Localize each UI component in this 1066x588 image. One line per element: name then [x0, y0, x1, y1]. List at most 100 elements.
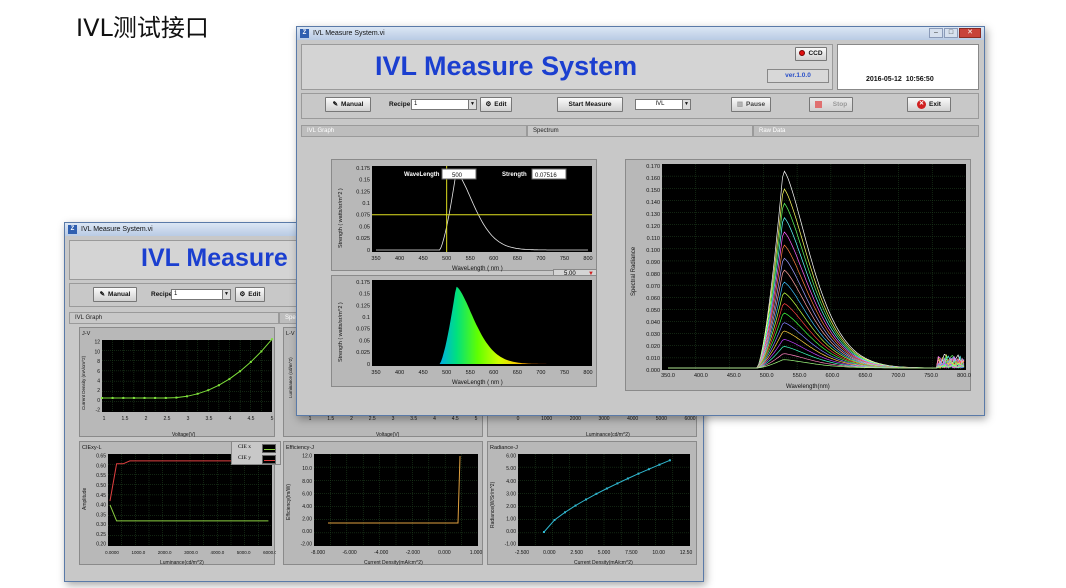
- radiance-j-xtick-label: 2.500: [570, 550, 583, 556]
- cie-ylabel: Amplitude: [82, 488, 88, 510]
- spectral-radiance-xticks: 350.0 400.0 450.0 500.0 550.0 600.0 650.0 700.0…: [661, 373, 971, 379]
- lv-xtick-label: 4.5: [452, 416, 459, 422]
- efficiency-xticks: -8.000 -6.000 -4.000 -2.000 0.000 1.000: [311, 550, 483, 556]
- cie-xtick-label: 3000.0: [184, 550, 198, 555]
- back-manual-button[interactable]: ✎ Manual: [93, 287, 137, 302]
- radiance-j-title: Radiance-J: [490, 445, 518, 451]
- back-recipe-select[interactable]: 1 ▼: [171, 289, 231, 300]
- back-tab-ivl-graph[interactable]: IVL Graph: [69, 312, 279, 324]
- cie-ytick-label: 0.45: [96, 493, 106, 499]
- chevron-down-icon: ▼: [222, 290, 230, 299]
- cie-legend-x-swatch: [262, 444, 276, 453]
- jv-ytick-label: 8: [97, 359, 100, 365]
- spectral-radiance-xtick-label: 400.0: [694, 373, 708, 379]
- jv-ytick-label: 0: [97, 398, 100, 404]
- front-edit-button[interactable]: ⚙ Edit: [480, 97, 512, 112]
- jv-ylabel: Current Density (mA/cm^2): [81, 355, 86, 410]
- version-label: ver.1.0.0: [767, 69, 829, 83]
- cie-xtick-label: 0.0000: [105, 550, 119, 555]
- spectrum-top-xtick-label: 800: [583, 256, 592, 262]
- third-xtick-label: 6000: [684, 416, 695, 422]
- cie-xtick-label: 2000.0: [158, 550, 172, 555]
- front-tab-raw-data[interactable]: Raw Data: [753, 125, 979, 137]
- front-tab-ivl-graph[interactable]: IVL Graph: [301, 125, 527, 137]
- start-measure-button[interactable]: Start Measure: [557, 97, 623, 112]
- spectrum-bottom-xtick-label: 600: [489, 370, 498, 376]
- spectrum-bottom-xtick-label: 750: [560, 370, 569, 376]
- spectrum-bottom-ytick-label: 0.15: [359, 292, 370, 298]
- spectral-radiance-ytick-label: 0.030: [646, 332, 660, 338]
- spectrum-top-ytick-label: 0: [367, 248, 370, 254]
- lv-xtick-label: 2.5: [369, 416, 376, 422]
- cie-yticks: 0.650.600.550.500.450.400.350.300.250.20: [96, 454, 106, 548]
- spectrum-top-xtick-label: 700: [536, 256, 545, 262]
- front-app-title: IVL Measure System: [375, 51, 637, 82]
- front-window-title: IVL Measure System.vi: [313, 30, 385, 37]
- stop-icon: [815, 101, 822, 108]
- radiance-j-ytick-label: 4.00: [506, 479, 516, 485]
- radiance-j-yticks: 6.00 5.00 4.00 3.00 2.00 1.00 0.00 -1.00: [505, 454, 517, 548]
- ccd-indicator-button[interactable]: CCD: [795, 47, 827, 61]
- cie-legend-y-swatch: [262, 455, 276, 464]
- spectral-radiance-ytick-label: 0.090: [646, 260, 660, 266]
- efficiency-ytick-label: -2.00: [301, 542, 313, 548]
- efficiency-ylabel: Efficiency(lm/W): [286, 484, 292, 520]
- efficiency-xtick-label: -4.000: [374, 550, 388, 556]
- minimize-icon[interactable]: –: [929, 28, 943, 38]
- strength-readout-label: Strength: [502, 172, 527, 178]
- labview-app-icon: Z: [300, 29, 309, 38]
- front-manual-button[interactable]: ✎ Manual: [325, 97, 371, 112]
- radiance-j-xtick-label: 7.500: [625, 550, 638, 556]
- spectral-radiance-plot-area: [662, 164, 966, 370]
- pause-button[interactable]: ▥ Pause: [731, 97, 771, 112]
- spectrum-top-xtick-label: 500: [442, 256, 451, 262]
- spectral-radiance-ytick-label: 0.160: [646, 176, 660, 182]
- cie-ytick-label: 0.25: [96, 532, 106, 538]
- cie-legend-y: CIE y: [238, 455, 251, 461]
- spectral-radiance-panel: 0.170 0.160 0.150 0.140 0.130 0.120 0.110 0.100…: [625, 159, 971, 391]
- cie-xticks: 0.0000 1000.0 2000.0 3000.0 4000.0 5000.0 6000…: [105, 550, 276, 555]
- radiance-j-xticks: -2.500 0.000 2.500 5.000 7.500 10.00 12.50: [515, 550, 693, 556]
- front-window-titlebar[interactable]: Z IVL Measure System.vi – □ ✕: [297, 27, 984, 40]
- spectral-radiance-ylabel: Spectral Radiance: [631, 246, 637, 296]
- efficiency-xtick-label: -8.000: [311, 550, 325, 556]
- close-icon[interactable]: ✕: [959, 28, 981, 38]
- stop-button[interactable]: Stop: [809, 97, 853, 112]
- third-xtick-label: 3000: [598, 416, 609, 422]
- efficiency-ytick-label: 12.0: [302, 454, 312, 460]
- efficiency-plot-panel: Efficiency-J 12.0 10.0 8.00 6.00 4.00 2.00 0.0…: [283, 441, 483, 565]
- spectrum-bottom-xtick-label: 550: [466, 370, 475, 376]
- jv-yticks: 12 10 8 6 4 2 0 -2: [94, 340, 100, 414]
- jv-ytick-label: 12: [94, 340, 100, 346]
- lv-xtick-label: 2: [350, 416, 353, 422]
- third-xtick-label: 2000: [570, 416, 581, 422]
- radiance-j-plot-panel: Radiance-J 6.00 5.00 4.00 3.00 2.00 1.00 0.00-…: [487, 441, 697, 565]
- jv-xtick-label: 2.5: [164, 416, 171, 422]
- exit-button[interactable]: ✕ Exit: [907, 97, 951, 112]
- lv-xtick-label: 1: [309, 416, 312, 422]
- back-edit-button[interactable]: ⚙ Edit: [235, 287, 265, 302]
- cie-legend: CIE x CIE y: [231, 441, 281, 465]
- efficiency-plot: Efficiency-J 12.0 10.0 8.00 6.00 4.00 2.00 0.0…: [284, 442, 484, 566]
- front-recipe-select[interactable]: 1 ▼: [411, 99, 477, 110]
- wavelength-readout-label: WaveLength: [404, 172, 440, 178]
- radiance-j-plot: Radiance-J 6.005.004.003.002.001.000.00-…: [488, 442, 698, 566]
- spectral-radiance-ytick-label: 0.170: [646, 164, 660, 170]
- jv-plot: J-V 121086420-2 1 1.5 2 2.5 3 3.5 4 4.5 5 Voltag…: [80, 328, 276, 438]
- radiance-j-xtick-label: 10.00: [652, 550, 665, 556]
- jv-plot-panel: J-V 12 10 8 6 4 2 0 -2 1 1.5 2 2.5 3 3.5 4 4.5 5 Voltag…: [79, 327, 275, 437]
- front-tab-spectrum[interactable]: Spectrum: [527, 125, 753, 137]
- cie-ytick-label: 0.55: [96, 473, 106, 479]
- jv-title: J-V: [82, 331, 91, 337]
- mode-select[interactable]: IVL ▼: [635, 99, 691, 110]
- spectrum-top-xtick-label: 550: [466, 256, 475, 262]
- efficiency-xtick-label: -2.000: [406, 550, 420, 556]
- lv-xtick-label: 3.5: [410, 416, 417, 422]
- manual-icon: ✎: [333, 98, 338, 111]
- maximize-icon[interactable]: □: [944, 28, 958, 38]
- jv-ytick-label: 6: [97, 369, 100, 375]
- back-app-title: IVL Measure: [141, 244, 288, 273]
- spectrum-top-ytick-label: 0.05: [359, 224, 370, 230]
- spectrum-bottom-ytick-label: 0: [367, 362, 370, 368]
- jv-xtick-label: 4: [229, 416, 232, 422]
